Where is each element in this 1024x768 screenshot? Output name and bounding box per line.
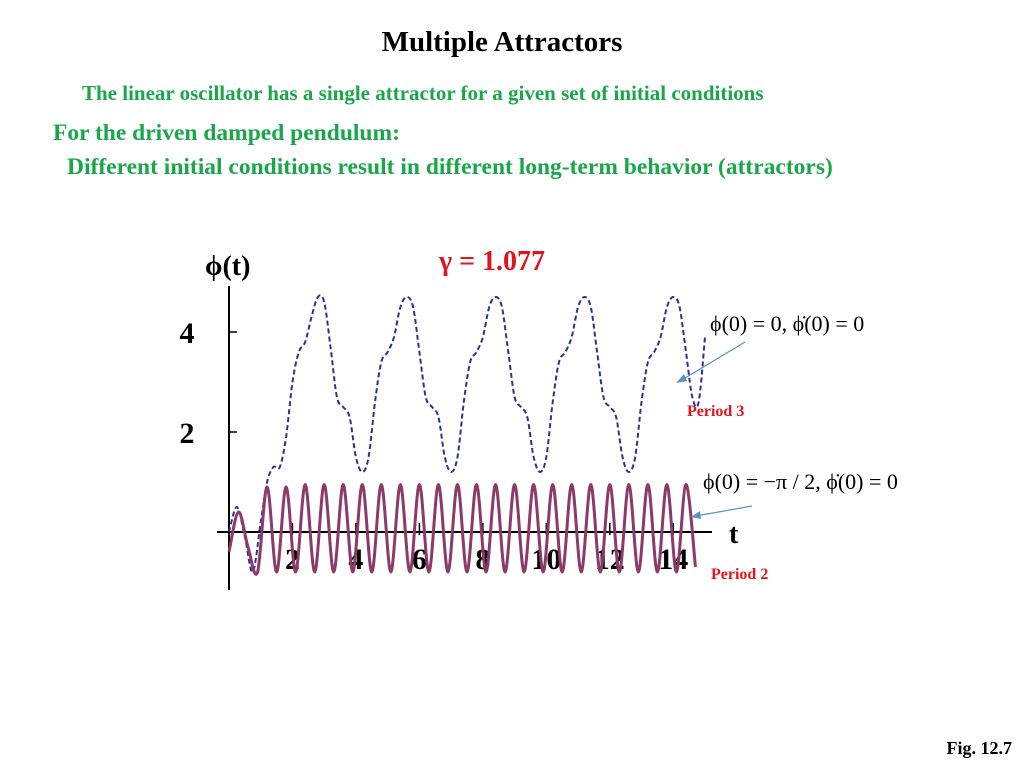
annotation-period2: Period 2: [711, 566, 768, 583]
y-axis-label: ϕ(t): [205, 251, 250, 282]
y-tick-label: 4: [180, 317, 195, 350]
arrow-period2: [695, 505, 753, 517]
subtitle-linear-oscillator: The linear oscillator has a single attra…: [82, 81, 764, 105]
series-period2-line: [227, 482, 697, 576]
figure-reference: Fig. 12.7: [946, 738, 1013, 758]
legend-label-period2: ϕ(0) = −π / 2, ϕ̇(0) = 0: [703, 469, 898, 494]
chart-series-layer: [227, 294, 706, 576]
subtitle-pendulum-heading: For the driven damped pendulum:: [53, 120, 400, 146]
subtitle-pendulum-detail: Different initial conditions result in d…: [67, 154, 833, 180]
arrow-head-period3: [676, 374, 687, 383]
annotation-period3: Period 3: [687, 403, 744, 420]
legend-label-period3: ϕ(0) = 0, ϕ̇(0) = 0: [710, 311, 864, 336]
arrow-head-period2: [691, 511, 701, 519]
arrow-period3: [679, 341, 746, 382]
x-axis-label: t: [729, 519, 739, 550]
x-tick-label: 6: [412, 543, 427, 576]
chart-title: γ = 1.077: [438, 246, 545, 277]
y-tick-label: 2: [180, 417, 195, 450]
slide-title: Multiple Attractors: [381, 26, 623, 58]
series-period3-line: [228, 294, 706, 574]
